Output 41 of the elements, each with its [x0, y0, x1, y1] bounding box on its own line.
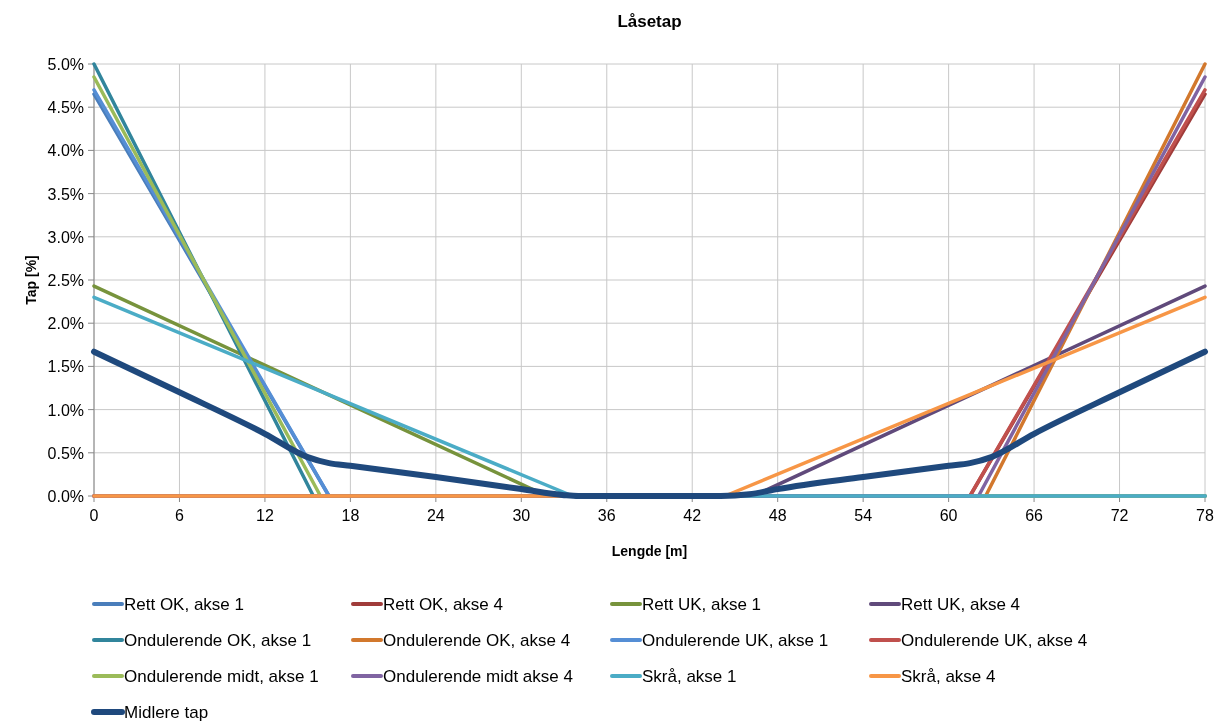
legend-label: Rett OK, akse 1: [124, 595, 244, 614]
x-tick-label: 60: [939, 507, 958, 524]
chart-title: Låsetap: [617, 12, 682, 31]
x-tick-label: 48: [768, 507, 787, 524]
x-tick-label: 30: [512, 507, 531, 524]
y-tick-label: 4.0%: [47, 142, 84, 160]
x-tick-label: 12: [256, 507, 274, 524]
y-tick-label: 1.0%: [47, 401, 84, 419]
x-tick-label: 54: [854, 507, 873, 524]
x-axis-title: Lengde [m]: [611, 543, 688, 559]
y-tick-label: 1.5%: [47, 358, 84, 376]
legend-label: Rett UK, akse 4: [901, 595, 1021, 614]
legend-label: Skrå, akse 4: [901, 667, 996, 686]
y-tick-label: 2.5%: [47, 272, 84, 289]
x-tick-label: 72: [1110, 507, 1129, 524]
legend-label: Ondulerende OK, akse 4: [383, 631, 571, 650]
x-tick-label: 6: [175, 507, 185, 524]
x-tick-label: 18: [341, 507, 360, 524]
x-tick-label: 24: [426, 507, 445, 524]
legend-label: Midlere tap: [124, 703, 209, 722]
y-tick-label: 5.0%: [47, 56, 84, 73]
y-tick-label: 0.5%: [47, 444, 84, 462]
legend-label: Rett OK, akse 4: [383, 595, 503, 614]
x-tick-label: 78: [1196, 507, 1214, 524]
legend-label: Ondulerende UK, akse 4: [901, 631, 1088, 650]
x-tick-label: 42: [683, 507, 702, 524]
legend-label: Ondulerende midt akse 4: [383, 667, 573, 686]
x-tick-label: 36: [597, 507, 616, 524]
y-tick-label: 0.0%: [47, 488, 84, 505]
legend-label: Rett UK, akse 1: [642, 595, 762, 614]
y-tick-label: 3.0%: [47, 228, 84, 246]
y-tick-label: 2.0%: [47, 315, 84, 333]
legend-label: Ondulerende midt, akse 1: [124, 667, 319, 686]
y-tick-label: 3.5%: [47, 185, 84, 203]
x-tick-label: 66: [1025, 507, 1044, 524]
legend-label: Skrå, akse 1: [642, 667, 737, 686]
y-tick-label: 4.5%: [47, 99, 84, 117]
legend-label: Ondulerende OK, akse 1: [124, 631, 312, 650]
legend-label: Ondulerende UK, akse 1: [642, 631, 829, 650]
y-axis-title: Tap [%]: [23, 255, 39, 305]
x-tick-label: 0: [89, 507, 99, 524]
